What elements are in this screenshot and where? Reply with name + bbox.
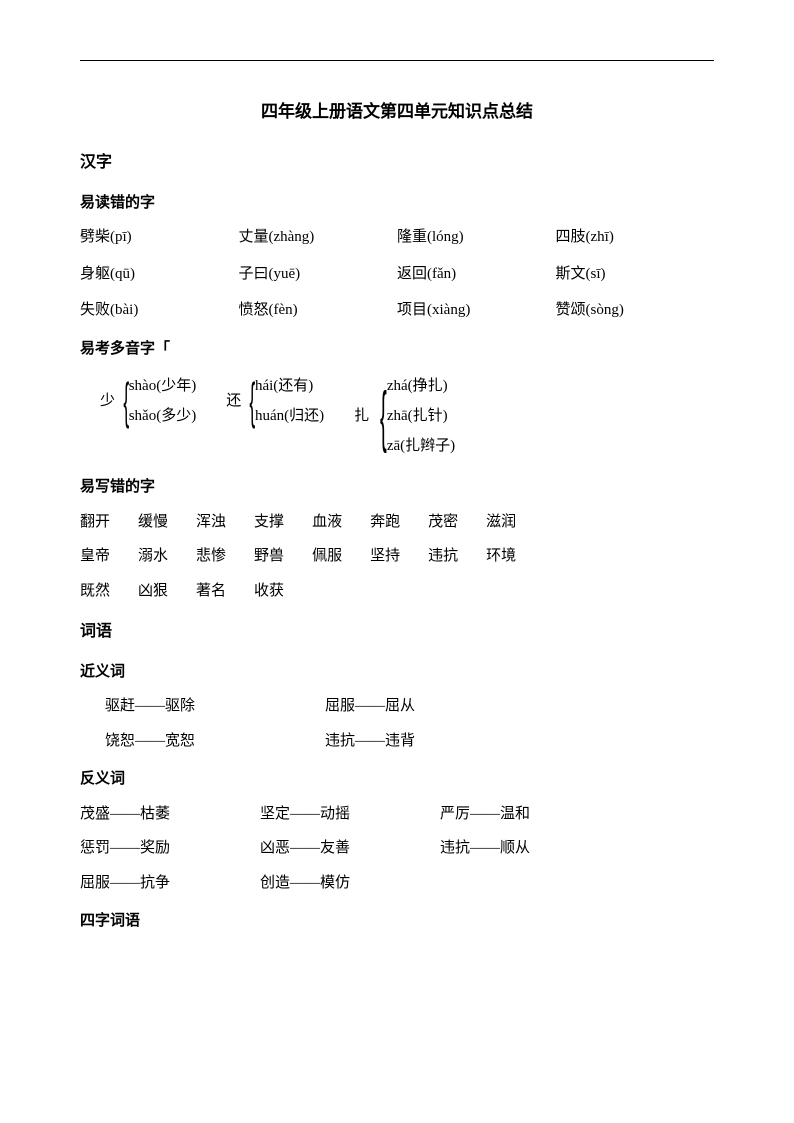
misread-row-1: 身躯(qū) 子曰(yuē) 返回(fǎn) 斯文(sī) xyxy=(80,260,714,289)
antonym-pair: 茂盛——枯萎 xyxy=(80,800,260,829)
main-title: 四年级上册语文第四单元知识点总结 xyxy=(80,96,714,128)
polyphone-reading: zā(扎辫子) xyxy=(387,431,455,461)
antonym-pair: 创造——模仿 xyxy=(260,869,440,898)
miswrite-word: 既然 xyxy=(80,577,110,606)
synonym-row-1: 饶恕——宽恕 违抗——违背 xyxy=(80,727,714,756)
antonym-row-2: 屈服——抗争 创造——模仿 xyxy=(80,869,714,898)
polyphone-reading: shào(少年) xyxy=(129,371,197,401)
miswrite-word: 奔跑 xyxy=(370,508,400,537)
bracket-icon: { xyxy=(123,380,129,423)
miswrite-word: 茂密 xyxy=(428,508,458,537)
bracket-icon: { xyxy=(380,386,387,447)
polyphone-group-2: 扎 { zhá(挣扎) zhā(扎针) zā(扎辫子) xyxy=(354,371,455,461)
polyphone-char: 扎 xyxy=(354,402,369,431)
misread-item: 赞颂(sòng) xyxy=(556,296,715,325)
polyphone-reading: hái(还有) xyxy=(255,371,324,401)
miswrite-word: 滋润 xyxy=(486,508,516,537)
polyphone-char: 还 xyxy=(226,387,241,416)
miswrite-word: 违抗 xyxy=(428,542,458,571)
misread-item: 返回(fǎn) xyxy=(397,260,556,289)
miswrite-word: 血液 xyxy=(312,508,342,537)
miswrite-word: 浑浊 xyxy=(196,508,226,537)
misread-title: 易读错的字 xyxy=(80,189,714,218)
misread-item: 失败(bài) xyxy=(80,296,239,325)
misread-item: 隆重(lóng) xyxy=(397,223,556,252)
miswrite-word: 溺水 xyxy=(138,542,168,571)
antonym-pair: 凶恶——友善 xyxy=(260,834,440,863)
synonym-pair: 驱赶——驱除 xyxy=(105,692,325,721)
misread-item: 劈柴(pī) xyxy=(80,223,239,252)
misread-item: 斯文(sī) xyxy=(556,260,715,289)
bracket-icon: { xyxy=(250,380,256,423)
miswrite-row-0: 翻开 缓慢 浑浊 支撑 血液 奔跑 茂密 滋润 xyxy=(80,508,714,537)
synonym-pair: 屈服——屈从 xyxy=(325,692,545,721)
miswrite-word: 翻开 xyxy=(80,508,110,537)
misread-row-0: 劈柴(pī) 丈量(zhàng) 隆重(lóng) 四肢(zhī) xyxy=(80,223,714,252)
miswrite-row-1: 皇帝 溺水 悲惨 野兽 佩服 坚持 违抗 环境 xyxy=(80,542,714,571)
polyphone-reading: zhā(扎针) xyxy=(387,401,455,431)
synonym-pair: 违抗——违背 xyxy=(325,727,545,756)
miswrite-word: 支撑 xyxy=(254,508,284,537)
miswrite-word: 缓慢 xyxy=(138,508,168,537)
section-hanzi-title: 汉字 xyxy=(80,148,714,178)
polyphone-group-1: 还 { hái(还有) huán(归还) xyxy=(226,371,324,431)
antonym-row-0: 茂盛——枯萎 坚定——动摇 严厉——温和 xyxy=(80,800,714,829)
miswrite-row-2: 既然 凶狠 著名 收获 xyxy=(80,577,714,606)
miswrite-word: 环境 xyxy=(486,542,516,571)
miswrite-word: 凶狠 xyxy=(138,577,168,606)
antonym-pair: 坚定——动摇 xyxy=(260,800,440,829)
antonym-pair: 惩罚——奖励 xyxy=(80,834,260,863)
top-border xyxy=(80,60,714,61)
antonym-row-1: 惩罚——奖励 凶恶——友善 违抗——顺从 xyxy=(80,834,714,863)
miswrite-word: 野兽 xyxy=(254,542,284,571)
miswrite-word: 佩服 xyxy=(312,542,342,571)
polyphone-char: 少 xyxy=(100,387,115,416)
synonym-row-0: 驱赶——驱除 屈服——屈从 xyxy=(80,692,714,721)
polyphone-title: 易考多音字「 xyxy=(80,335,714,364)
polyphone-reading: shǎo(多少) xyxy=(129,401,197,431)
antonym-pair: 严厉——温和 xyxy=(440,800,620,829)
antonym-pair: 违抗——顺从 xyxy=(440,834,620,863)
miswrite-word: 收获 xyxy=(254,577,284,606)
misread-item: 身躯(qū) xyxy=(80,260,239,289)
antonyms-title: 反义词 xyxy=(80,765,714,794)
misread-item: 项目(xiàng) xyxy=(397,296,556,325)
synonyms-title: 近义词 xyxy=(80,658,714,687)
polyphone-reading: zhá(挣扎) xyxy=(387,371,455,401)
polyphone-reading: huán(归还) xyxy=(255,401,324,431)
misread-item: 愤怒(fèn) xyxy=(239,296,398,325)
miswrite-word: 悲惨 xyxy=(196,542,226,571)
misread-item: 子曰(yuē) xyxy=(239,260,398,289)
antonym-pair: 屈服——抗争 xyxy=(80,869,260,898)
misread-item: 四肢(zhī) xyxy=(556,223,715,252)
miswrite-word: 坚持 xyxy=(370,542,400,571)
polyphone-container: 少 { shào(少年) shǎo(多少) 还 { hái(还有) huán(归… xyxy=(100,371,714,461)
synonym-pair: 饶恕——宽恕 xyxy=(105,727,325,756)
polyphone-group-0: 少 { shào(少年) shǎo(多少) xyxy=(100,371,196,431)
fourchar-title: 四字词语 xyxy=(80,907,714,936)
miswrite-word: 皇帝 xyxy=(80,542,110,571)
misread-item: 丈量(zhàng) xyxy=(239,223,398,252)
miswrite-word: 著名 xyxy=(196,577,226,606)
section-ciyu-title: 词语 xyxy=(80,617,714,647)
misread-row-2: 失败(bài) 愤怒(fèn) 项目(xiàng) 赞颂(sòng) xyxy=(80,296,714,325)
miswrite-title: 易写错的字 xyxy=(80,473,714,502)
